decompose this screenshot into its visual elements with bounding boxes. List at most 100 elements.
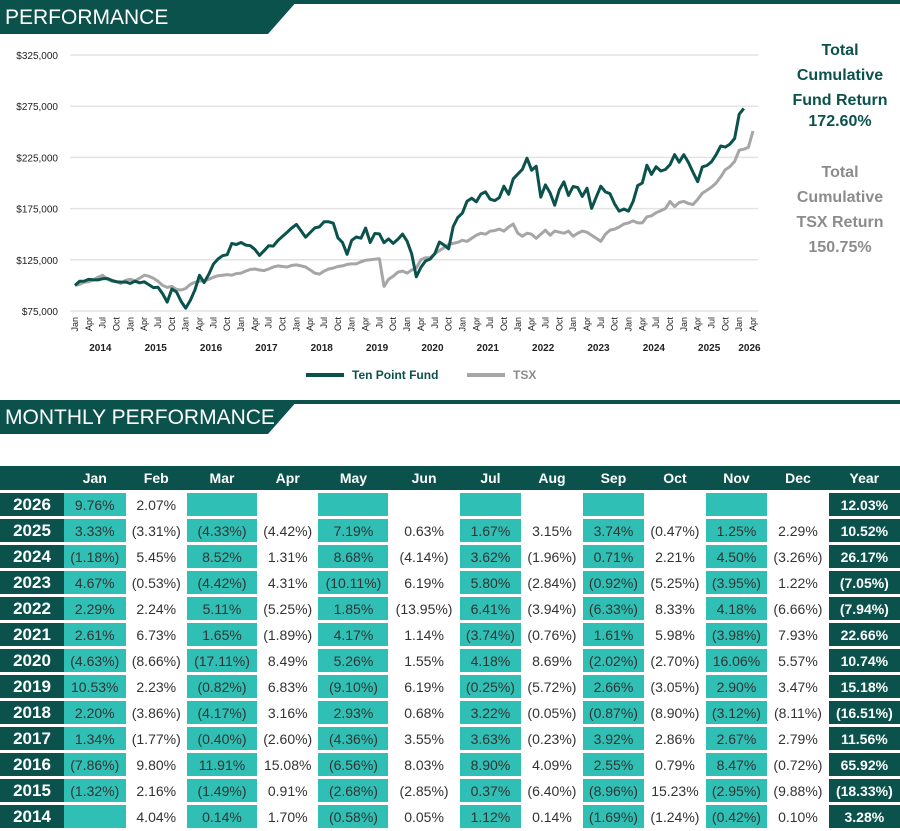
month-return-cell: 5.80%: [459, 571, 522, 594]
year-total-cell: 22.66%: [828, 623, 900, 646]
x-tick-label: Apr: [195, 317, 205, 331]
x-tick-label: Apr: [250, 317, 260, 331]
legend-label-tsx: TSX: [513, 368, 537, 382]
x-tick-label: Jan: [181, 317, 191, 332]
x-tick-label: Jul: [706, 317, 716, 329]
year-label: 2017: [0, 727, 64, 750]
month-return-cell: 4.17%: [318, 623, 389, 646]
month-return-cell: 16.06%: [705, 649, 768, 672]
month-return-cell: 4.04%: [136, 808, 177, 825]
y-tick-label: $75,000: [22, 307, 59, 318]
month-return-cell: 2.90%: [705, 675, 768, 698]
month-return-cell: 7.19%: [318, 519, 389, 542]
month-return-cell: 2.86%: [655, 730, 695, 747]
year-label: 2026: [0, 493, 64, 516]
month-return-cell: 2.55%: [582, 753, 645, 776]
month-return-cell: 8.47%: [705, 753, 768, 776]
month-return-cell: (1.32%): [64, 779, 126, 802]
month-return-cell: 1.25%: [705, 519, 768, 542]
year-total-cell: 26.17%: [828, 545, 900, 568]
header-rule: [0, 0, 900, 4]
year-total-cell: 12.03%: [828, 493, 900, 516]
month-return-cell: (0.72%): [773, 756, 823, 773]
year-total-cell: 10.52%: [828, 519, 900, 542]
month-return-cell: (6.40%): [527, 782, 577, 799]
month-return-cell: 0.71%: [582, 545, 645, 568]
month-return-cell: (0.53%): [131, 574, 181, 591]
year-label: 2015: [0, 779, 64, 802]
x-tick-label: Jan: [623, 317, 633, 332]
y-tick-label: $175,000: [16, 205, 58, 216]
x-tick-label: Jan: [291, 317, 301, 332]
month-return-cell: 2.21%: [655, 548, 695, 565]
month-return-cell: (1.77%): [131, 730, 181, 747]
year-total-cell: (7.05%): [828, 571, 900, 594]
x-tick-label: Jan: [513, 317, 523, 332]
month-return-cell: 2.61%: [64, 623, 126, 646]
year-total-cell: (7.94%): [828, 597, 900, 620]
month-return-cell: (3.26%): [773, 548, 823, 565]
x-tick-label: Jul: [540, 317, 550, 329]
tsx-return-value: 150.75%: [808, 239, 872, 256]
year-label: 2022: [0, 597, 64, 620]
month-return-cell: 5.98%: [655, 626, 695, 643]
month-return-cell: (6.66%): [773, 600, 823, 617]
year-label: 2023: [0, 571, 64, 594]
y-tick-label: $325,000: [16, 51, 58, 62]
legend-label-fund: Ten Point Fund: [352, 368, 439, 382]
month-return-cell: (1.96%): [527, 548, 577, 565]
x-tick-label: Apr: [471, 317, 481, 331]
month-return-cell: (8.96%): [582, 779, 645, 802]
x-tick-label: Jan: [236, 317, 246, 332]
month-return-cell: (4.36%): [318, 727, 389, 750]
x-year-label: 2019: [366, 343, 389, 354]
month-return-cell: 0.05%: [404, 808, 444, 825]
tsx-return-summary: Total Cumulative TSX Return 150.75%: [780, 160, 900, 260]
month-return-cell: 11.91%: [187, 753, 257, 776]
month-return-cell: 1.31%: [267, 548, 308, 565]
month-return-cell: 15.23%: [651, 782, 699, 799]
month-return-cell: 1.22%: [778, 574, 818, 591]
month-return-cell: 3.74%: [582, 519, 645, 542]
month-return-cell: (2.70%): [650, 652, 700, 669]
x-tick-label: Apr: [139, 317, 149, 331]
month-return-cell: (1.89%): [263, 626, 313, 643]
x-tick-label: Jul: [596, 317, 606, 329]
x-tick-label: Oct: [388, 317, 398, 332]
month-return-cell: [644, 493, 706, 516]
month-return-cell: (6.33%): [582, 597, 645, 620]
x-tick-label: Jan: [70, 317, 80, 332]
legend-item-fund: Ten Point Fund: [306, 368, 438, 382]
month-return-cell: (0.58%): [318, 805, 389, 828]
month-return-cell: (3.95%): [705, 571, 768, 594]
x-tick-label: Jan: [347, 317, 357, 332]
monthly-performance-table: Jan Feb Mar Apr May Jun Jul Aug Sep Oct Nov Dec Year…: [0, 463, 900, 831]
month-return-cell: (1.49%): [187, 779, 257, 802]
month-return-cell: 2.79%: [778, 730, 818, 747]
x-tick-label: Apr: [693, 317, 703, 331]
month-return-cell: 8.52%: [187, 545, 257, 568]
x-year-label: 2015: [145, 343, 168, 354]
x-year-label: 2020: [421, 343, 444, 354]
performance-chart: $75,000 $125,000 $175,000 $225,000 $275,000 $…: [16, 51, 761, 354]
month-return-cell: (4.42%): [187, 571, 257, 594]
month-return-cell: (6.56%): [318, 753, 389, 776]
x-tick-label: Oct: [610, 317, 620, 332]
month-return-cell: [767, 493, 829, 516]
x-tick-label: Oct: [167, 317, 177, 332]
month-return-cell: (2.02%): [582, 649, 645, 672]
year-total-cell: 3.28%: [828, 805, 900, 828]
header-corner: [0, 466, 64, 490]
month-return-cell: 0.10%: [778, 808, 818, 825]
table-row: 2017 1.34% (1.77%) (0.40%) (2.60%) (4.36%) 3.5…: [0, 727, 900, 750]
column-header-apr: Apr: [256, 466, 319, 490]
month-return-cell: [459, 493, 522, 516]
month-return-cell: 1.55%: [404, 652, 444, 669]
year-label: 2019: [0, 675, 64, 698]
month-return-cell: (7.86%): [64, 753, 126, 776]
tsx-summary-label-2: Cumulative: [796, 189, 884, 206]
month-return-cell: (4.63%): [64, 649, 126, 672]
month-return-cell: 8.33%: [655, 600, 695, 617]
month-return-cell: (3.74%): [459, 623, 522, 646]
column-header-jun: Jun: [388, 466, 460, 490]
